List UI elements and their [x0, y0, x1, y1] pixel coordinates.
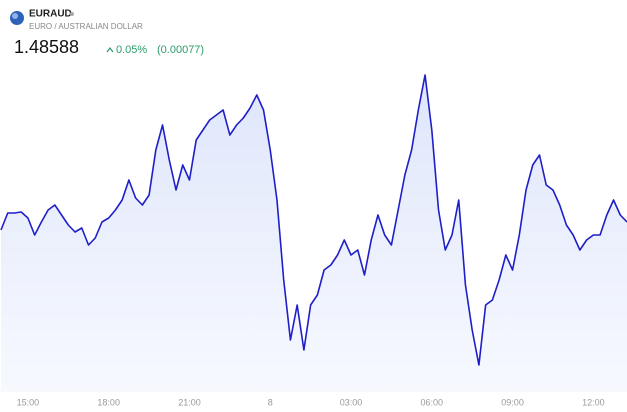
x-tick-label: 12:00 — [582, 397, 605, 407]
symbol-icon — [10, 11, 24, 25]
status-dot — [70, 12, 74, 16]
area — [1, 75, 627, 391]
x-tick-label: 21:00 — [178, 397, 201, 407]
change: (0.00077) — [157, 44, 204, 56]
x-tick-label: 18:00 — [97, 397, 120, 407]
symbol: EURAUD — [29, 9, 72, 20]
x-tick-label: 15:00 — [17, 397, 40, 407]
price-line — [0, 74, 627, 366]
x-tick-label: 03:00 — [340, 397, 363, 407]
price: 1.48588 — [14, 37, 79, 57]
x-tick-label: 09:00 — [501, 397, 524, 407]
change-pct: 0.05% — [116, 44, 147, 56]
up-arrow — [106, 47, 114, 53]
x-tick-label: 8 — [268, 397, 273, 407]
x-tick-label: 06:00 — [421, 397, 444, 407]
instrument-name: EURO / AUSTRALIAN DOLLAR — [29, 22, 143, 31]
